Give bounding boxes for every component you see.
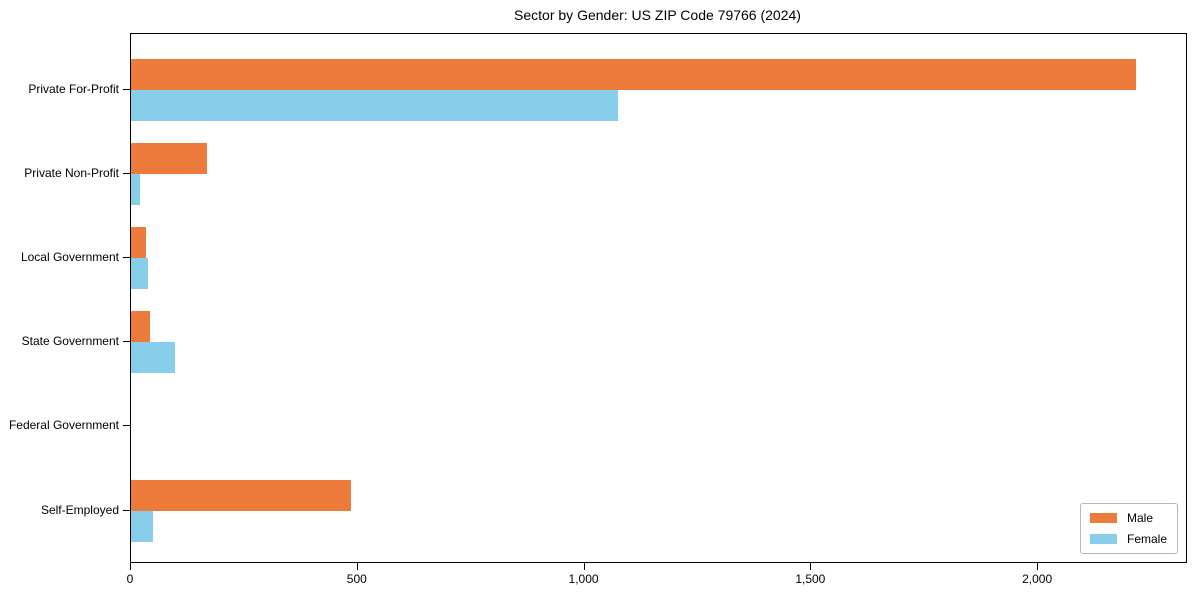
legend-entry-male: Male: [1089, 511, 1167, 525]
x-tick-4: [1037, 563, 1039, 570]
legend-swatch-male: [1089, 513, 1117, 523]
legend-swatch-female: [1089, 534, 1117, 544]
x-label-4: 2,000: [1022, 572, 1053, 586]
y-tick-0: [123, 88, 130, 90]
bar-female-3: [131, 342, 175, 374]
x-tick-2: [583, 563, 585, 570]
y-tick-4: [123, 425, 130, 427]
y-tick-5: [123, 509, 130, 511]
bar-female-5: [131, 510, 154, 542]
bar-male-3: [131, 311, 150, 343]
x-tick-3: [810, 563, 812, 570]
bar-female-2: [131, 257, 149, 289]
chart-title: Sector by Gender: US ZIP Code 79766 (202…: [514, 7, 801, 23]
legend-entry-female: Female: [1089, 532, 1167, 546]
y-label-5: Self-Employed: [40, 502, 119, 517]
legend: Male Female: [1079, 503, 1178, 554]
y-tick-2: [123, 256, 130, 258]
y-label-2: Local Government: [20, 249, 119, 264]
y-label-1: Private Non-Profit: [24, 165, 119, 180]
bar-female-0: [131, 89, 618, 121]
y-label-0: Private For-Profit: [28, 81, 119, 96]
y-label-3: State Government: [21, 334, 119, 349]
y-tick-1: [123, 172, 130, 174]
x-tick-1: [356, 563, 358, 570]
plot-area: Male Female: [130, 33, 1187, 563]
legend-label-male: Male: [1126, 511, 1153, 525]
bar-female-1: [131, 173, 141, 205]
x-label-3: 1,500: [795, 572, 826, 586]
bar-male-2: [131, 226, 146, 258]
x-label-0: 0: [126, 572, 134, 586]
y-label-4: Federal Government: [8, 418, 119, 433]
y-tick-3: [123, 341, 130, 343]
x-tick-0: [130, 563, 131, 570]
bar-male-1: [131, 142, 208, 174]
x-label-2: 1,000: [568, 572, 599, 586]
bar-male-0: [131, 58, 1137, 90]
legend-label-female: Female: [1126, 532, 1167, 546]
bar-male-5: [131, 479, 351, 511]
x-label-1: 500: [346, 572, 367, 586]
